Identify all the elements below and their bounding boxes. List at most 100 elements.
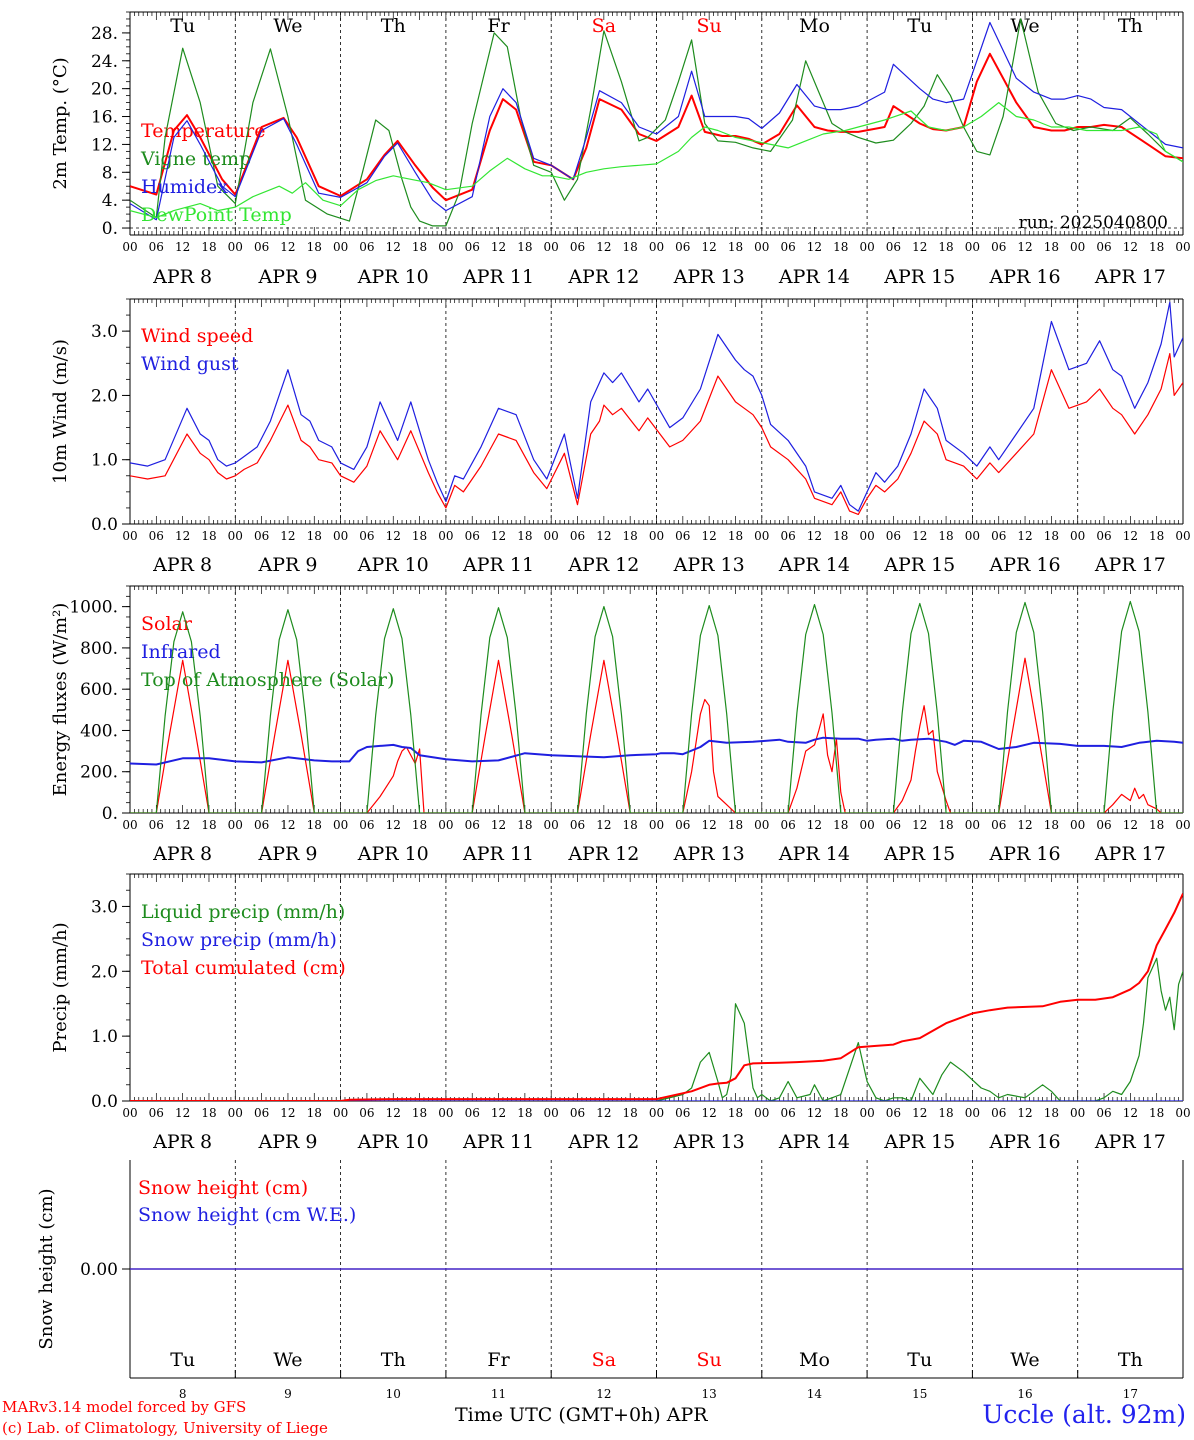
hour-tick-label: 12 — [1123, 529, 1138, 543]
weekday-label: Th — [381, 15, 406, 37]
y-tick-label: 2.0 — [91, 962, 118, 982]
hour-tick-label: 00 — [965, 818, 980, 832]
hour-tick-label: 12 — [386, 240, 401, 254]
weekday-label: Th — [1118, 15, 1143, 37]
date-label: APR 8 — [152, 843, 212, 865]
date-label: APR 9 — [257, 554, 317, 576]
hour-tick-label: 00 — [965, 529, 980, 543]
hour-tick-label: 12 — [702, 1106, 717, 1120]
hour-tick-label: 18 — [728, 529, 743, 543]
hour-tick-label: 18 — [517, 1106, 532, 1120]
day-number-label: 9 — [284, 1387, 292, 1401]
hour-tick-label: 06 — [254, 240, 269, 254]
date-label: APR 8 — [152, 1131, 212, 1153]
y-tick-label: 600. — [80, 680, 118, 700]
hour-tick-label: 00 — [754, 1106, 769, 1120]
hour-tick-label: 06 — [570, 240, 585, 254]
run-label: run: 2025040800 — [1019, 213, 1168, 233]
hour-tick-label: 00 — [859, 240, 874, 254]
date-label: APR 17 — [1094, 1131, 1166, 1153]
panel-2: 00 06 12 18 00 06 12 18 00 06 12 18 00 06 12 18 00 06 12 18… — [50, 298, 1191, 576]
hour-tick-label: 06 — [1096, 818, 1111, 832]
hour-tick-label: 06 — [465, 1106, 480, 1120]
hour-tick-label: 18 — [412, 240, 427, 254]
hour-tick-label: 18 — [728, 240, 743, 254]
hour-tick-label: 18 — [412, 1106, 427, 1120]
hour-tick-label: 18 — [728, 818, 743, 832]
hour-tick-label: 12 — [386, 1106, 401, 1120]
hour-tick-label: 00 — [1070, 529, 1085, 543]
date-label: APR 13 — [673, 554, 745, 576]
y-tick-label: 28. — [91, 24, 118, 44]
date-label: APR 17 — [1094, 843, 1166, 865]
hour-tick-label: 00 — [438, 1106, 453, 1120]
hour-tick-label: 18 — [833, 1106, 848, 1120]
date-label: APR 16 — [989, 554, 1061, 576]
hour-tick-label: 12 — [912, 1106, 927, 1120]
hour-tick-label: 00 — [228, 1106, 243, 1120]
hour-tick-label: 12 — [386, 529, 401, 543]
weekday-label: Tu — [907, 15, 932, 37]
legend-entry: Temperature — [141, 120, 265, 142]
hour-tick-label: 00 — [122, 1106, 137, 1120]
y-axis-label: Precip (mm/h) — [50, 922, 71, 1052]
hour-tick-label: 12 — [596, 240, 611, 254]
weekday-label: Sa — [592, 1349, 616, 1371]
weekday-label: Tu — [170, 1349, 195, 1371]
day-number-label: 10 — [386, 1387, 401, 1401]
x-axis-title: Time UTC (GMT+0h) APR — [455, 1404, 708, 1426]
hour-tick-label: 00 — [754, 529, 769, 543]
hour-tick-label: 18 — [1149, 1106, 1164, 1120]
hour-tick-label: 00 — [649, 818, 664, 832]
hour-tick-label: 12 — [175, 818, 190, 832]
date-label: APR 9 — [257, 266, 317, 288]
hour-tick-label: 18 — [517, 529, 532, 543]
station-name: Uccle (alt. 92m) — [982, 1400, 1186, 1429]
weekday-label: Sa — [592, 15, 616, 37]
weekday-label: We — [1010, 1349, 1039, 1371]
weekday-label: Su — [697, 15, 722, 37]
hour-tick-label: 18 — [623, 818, 638, 832]
hour-tick-label: 12 — [807, 240, 822, 254]
date-label: APR 10 — [357, 266, 429, 288]
series-line-wind-gust — [130, 301, 1183, 512]
hour-tick-label: 00 — [122, 240, 137, 254]
date-label: APR 12 — [567, 554, 639, 576]
legend-entry: Wind speed — [141, 325, 253, 347]
hour-tick-label: 06 — [149, 1106, 164, 1120]
legend-entry: Top of Atmosphere (Solar) — [141, 669, 394, 691]
hour-tick-label: 00 — [859, 529, 874, 543]
panel-1: 00 06 12 18 00 06 12 18 00 06 12 18 00 06 12 18 00 06 12 18… — [50, 11, 1191, 288]
y-tick-label: 1.0 — [91, 1027, 118, 1047]
hour-tick-label: 12 — [1123, 240, 1138, 254]
date-label: APR 15 — [883, 266, 955, 288]
hour-tick-label: 12 — [175, 529, 190, 543]
hour-tick-label: 18 — [412, 818, 427, 832]
hour-tick-label: 18 — [728, 1106, 743, 1120]
lab-credit: (c) Lab. of Climatology, University of L… — [2, 1419, 328, 1437]
hour-tick-label: 06 — [465, 818, 480, 832]
hour-tick-label: 12 — [280, 240, 295, 254]
hour-tick-label: 18 — [833, 240, 848, 254]
y-tick-label: 8. — [102, 163, 118, 183]
hour-tick-label: 06 — [570, 529, 585, 543]
hour-tick-label: 18 — [517, 240, 532, 254]
hour-tick-label: 00 — [965, 1106, 980, 1120]
y-tick-label: 0. — [102, 804, 118, 824]
panel-4: 00 06 12 18 00 06 12 18 00 06 12 18 00 06 12 18 00 06 12 18… — [50, 873, 1191, 1153]
weekday-label: Tu — [170, 15, 195, 37]
legend-entry: Snow precip (mm/h) — [141, 929, 337, 951]
date-label: APR 10 — [357, 554, 429, 576]
weekday-label: Su — [697, 1349, 722, 1371]
date-label: APR 11 — [462, 843, 534, 865]
hour-tick-label: 12 — [702, 240, 717, 254]
hour-tick-label: 18 — [307, 529, 322, 543]
day-number-label: 17 — [1123, 1387, 1138, 1401]
panel-3: 00 06 12 18 00 06 12 18 00 06 12 18 00 06 12 18 00 06 12 18… — [50, 585, 1191, 865]
hour-tick-label: 12 — [491, 529, 506, 543]
hour-tick-label: 12 — [702, 529, 717, 543]
date-label: APR 15 — [883, 554, 955, 576]
hour-tick-label: 06 — [359, 240, 374, 254]
legend-entry: Infrared — [141, 641, 221, 663]
hour-tick-label: 00 — [1070, 240, 1085, 254]
